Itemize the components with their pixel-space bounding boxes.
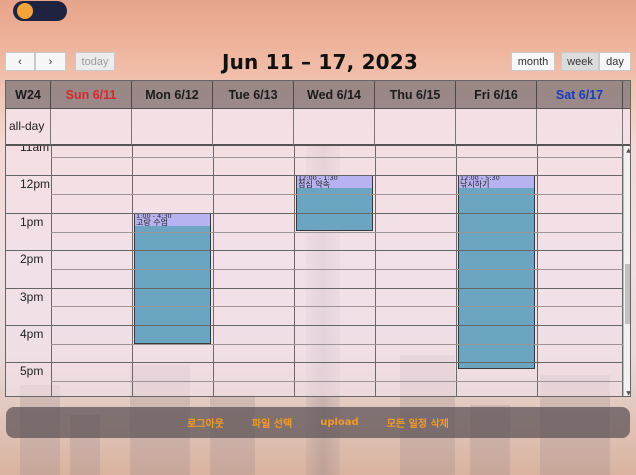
calendar-event[interactable]: 12:00 - 1:30 점심 약속 [296,174,373,231]
hour-label: 12pm [20,177,51,191]
time-grid[interactable]: 1:00 - 4:30 고랑 수업 12:00 - 1:30 점심 약속 12:00 -… [6,146,631,397]
file-select-button[interactable]: 파일 선택 [251,419,293,430]
day-header[interactable]: Tue 6/13 [213,81,294,108]
hour-label: 4pm [20,327,44,341]
column-divider [375,146,376,396]
delete-all-button[interactable]: 모든 일정 삭제 [386,419,449,430]
chevron-left-icon: ‹ [18,55,22,68]
half-hour-line [51,344,623,345]
calendar-header: W24 Sun 6/11 Mon 6/12 Tue 6/13 Wed 6/14 … [6,81,630,108]
day-header[interactable]: Sat 6/17 [537,81,623,108]
hour-line [6,362,623,363]
week-number: W24 [6,81,51,108]
footer-bar: 로그아웃 파일 선택 upload 모든 일정 삭제 [6,407,630,438]
column-divider [294,146,295,396]
next-button[interactable]: › [35,52,66,71]
half-hour-line [51,381,623,382]
event-header: 1:00 - 4:30 고랑 수업 [135,212,210,227]
allday-label: all-day [9,119,45,133]
day-header[interactable]: Fri 6/16 [456,81,537,108]
event-header: 12:00 - 1:30 점심 약속 [297,174,372,189]
event-time: 1:00 - 4:30 [136,212,172,220]
hour-line [6,288,623,289]
allday-cell[interactable] [375,109,456,145]
calendar-event[interactable]: 12:00 - 5:30 낚시하기 [458,174,535,369]
event-title: 점심 약속 [298,180,330,189]
today-button[interactable]: today [75,52,115,71]
hour-line [6,250,623,251]
allday-cell[interactable] [51,109,132,145]
column-divider [537,146,538,396]
allday-label-cell: all-day [6,109,51,145]
toggle-knob [17,3,33,19]
day-header[interactable]: Thu 6/15 [375,81,456,108]
hour-label: 11am [20,146,50,154]
column-divider [622,146,623,396]
theme-toggle[interactable] [13,1,67,21]
event-time: 12:00 - 1:30 [298,174,338,182]
hour-label: 3pm [20,290,44,304]
scroll-up-icon[interactable]: ▲ [626,147,631,154]
day-header[interactable]: Sun 6/11 [51,81,132,108]
column-divider [456,146,457,396]
logout-button[interactable]: 로그아웃 [187,419,224,430]
event-title: 고랑 수업 [136,218,168,227]
allday-cell[interactable] [294,109,375,145]
half-hour-line [51,157,623,158]
hour-line [6,213,623,214]
view-month-button[interactable]: month [511,52,555,71]
event-header: 12:00 - 5:30 낚시하기 [459,174,534,189]
allday-row: all-day [6,108,630,146]
column-divider [132,146,133,396]
event-time: 12:00 - 5:30 [460,174,500,182]
view-day-button[interactable]: day [599,52,631,71]
calendar-grid: W24 Sun 6/11 Mon 6/12 Tue 6/13 Wed 6/14 … [5,80,631,397]
prev-button[interactable]: ‹ [5,52,35,71]
calendar-event[interactable]: 1:00 - 4:30 고랑 수업 [134,212,211,344]
upload-button[interactable]: upload [320,417,359,428]
half-hour-line [51,194,623,195]
day-header[interactable]: Wed 6/14 [294,81,375,108]
hour-label: 5pm [20,364,44,378]
scroll-down-icon[interactable]: ▼ [626,390,631,397]
allday-cell[interactable] [537,109,623,145]
allday-cell[interactable] [213,109,294,145]
column-divider [213,146,214,396]
hour-line [6,325,623,326]
event-title: 낚시하기 [460,180,490,189]
allday-cell[interactable] [132,109,213,145]
chevron-right-icon: › [48,55,53,68]
day-header[interactable]: Mon 6/12 [132,81,213,108]
half-hour-line [51,306,623,307]
vertical-scrollbar[interactable]: ▲ ▼ [623,146,631,397]
hour-label: 1pm [20,215,44,229]
page-title: Jun 11 – 17, 2023 [221,50,419,74]
half-hour-line [51,269,623,270]
hour-label: 2pm [20,252,44,266]
hour-line [6,175,623,176]
column-divider [51,146,52,396]
allday-cell[interactable] [456,109,537,145]
half-hour-line [51,232,623,233]
scroll-thumb[interactable] [625,264,630,324]
view-week-button[interactable]: week [561,52,599,71]
